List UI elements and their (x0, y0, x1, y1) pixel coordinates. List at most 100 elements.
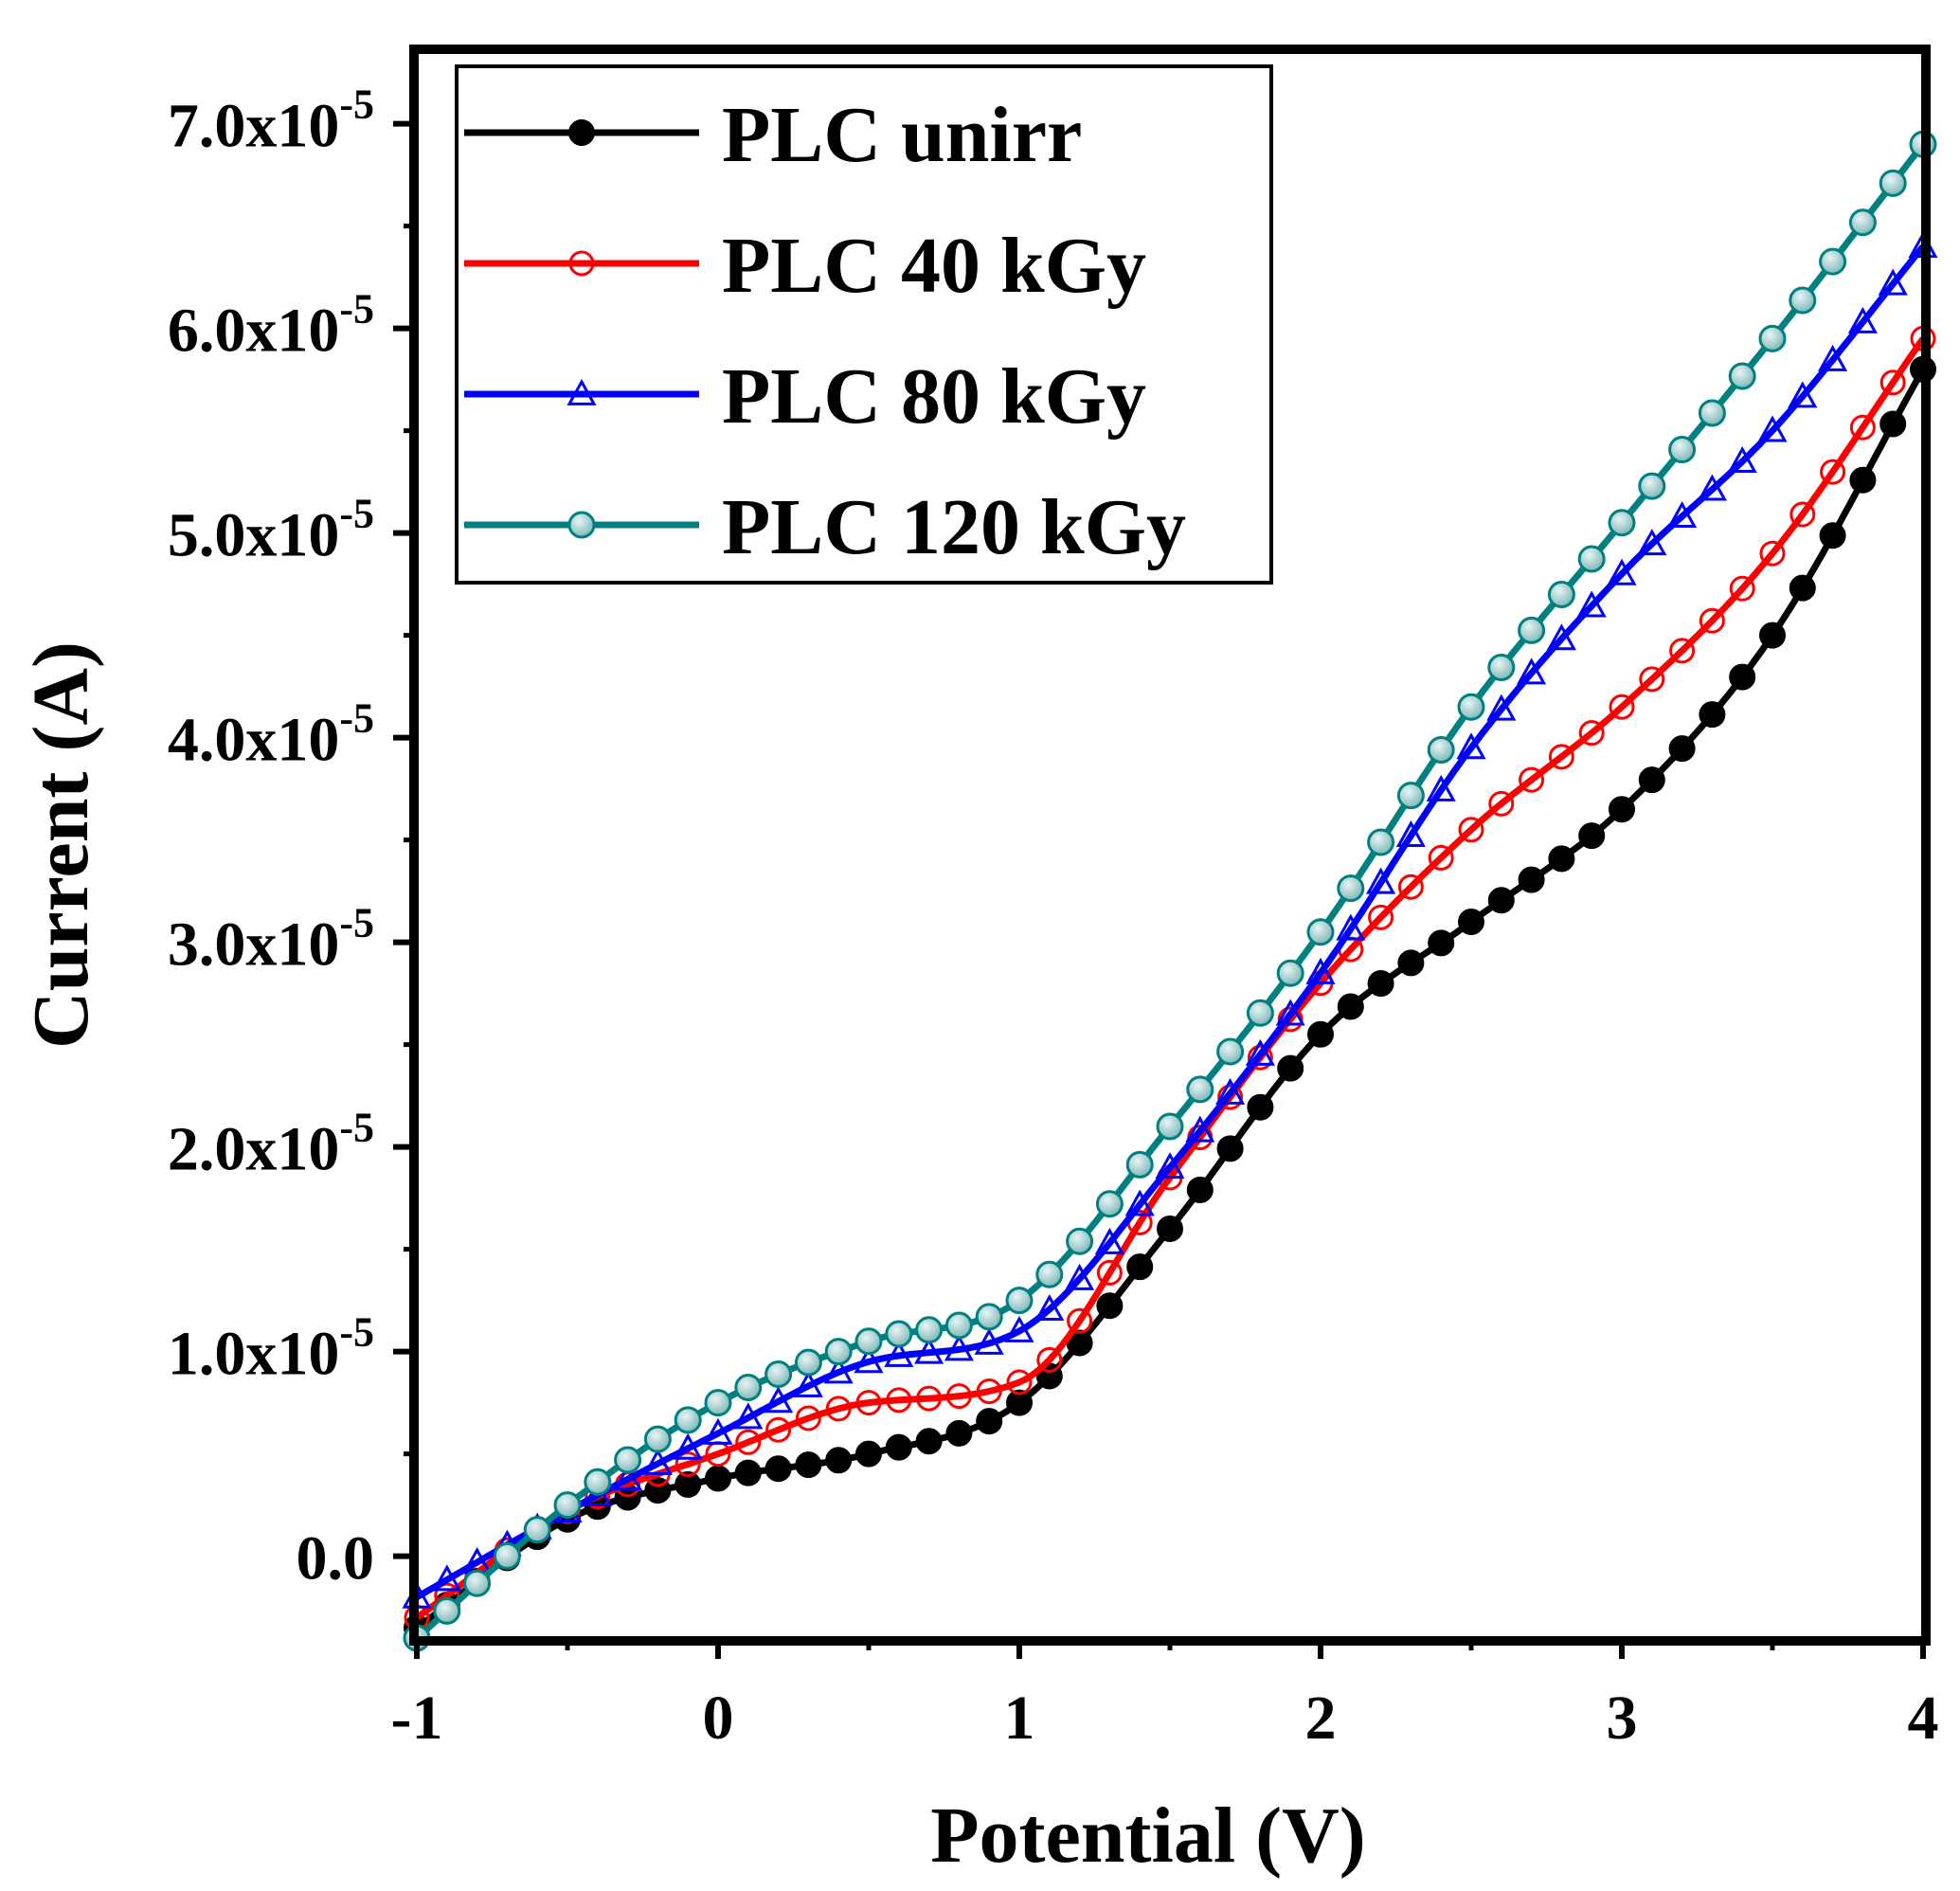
y-tick-exponent: -5 (339, 286, 374, 333)
x-axis-label: Potential (V) (930, 1792, 1366, 1880)
y-tick-label: 3.0x10-5 (168, 900, 374, 980)
data-point-plc-80-kgy (703, 1417, 733, 1445)
data-point-plc-40-kgy (1519, 766, 1545, 793)
data-point-plc-unirr (795, 1451, 822, 1479)
data-point-plc-80-kgy (642, 1448, 673, 1475)
data-point-plc-40-kgy (1006, 1369, 1033, 1396)
tick-layer: -1 0 1 2 3 40.01.0x10-52.0x10-53.0x10-54.0x10… (168, 81, 1939, 1753)
data-point-plc-120-kgy (1396, 782, 1425, 810)
data-point-plc-40-kgy (1639, 666, 1665, 693)
y-tick-mantissa: 3.0x10 (168, 910, 340, 980)
data-point-plc-80-kgy (432, 1564, 462, 1592)
data-point-plc-80-kgy (1034, 1293, 1065, 1321)
data-point-plc-unirr (1609, 796, 1635, 823)
data-point-plc-40-kgy (1578, 720, 1605, 747)
data-point-plc-unirr (1247, 1093, 1274, 1121)
data-point-plc-unirr (1277, 1054, 1304, 1082)
data-point-plc-40-kgy (886, 1387, 912, 1414)
data-point-plc-80-kgy (1818, 344, 1848, 371)
series-plc-120-kgy (403, 130, 1937, 1652)
data-point-plc-40-kgy (855, 1390, 882, 1416)
y-tick-mantissa: 0.0 (297, 1524, 375, 1594)
data-point-plc-40-kgy (1849, 414, 1876, 441)
data-point-plc-unirr (1006, 1389, 1033, 1416)
data-point-plc-120-kgy (1668, 436, 1697, 464)
data-point-plc-80-kgy (733, 1402, 764, 1430)
data-point-plc-40-kgy (1458, 817, 1484, 843)
data-point-plc-unirr (674, 1470, 702, 1498)
data-point-plc-unirr (764, 1455, 792, 1483)
data-point-plc-80-kgy (884, 1340, 914, 1367)
data-point-plc-unirr (1819, 522, 1846, 549)
data-point-plc-unirr (1487, 887, 1515, 914)
data-point-plc-120-kgy (1156, 1112, 1184, 1141)
data-point-plc-120-kgy (674, 1406, 702, 1434)
legend: PLC unirr PLC 40 kGy PLC 80 kGy PLC 120 kGy (455, 64, 1273, 585)
data-point-plc-unirr (1518, 866, 1545, 893)
data-point-plc-40-kgy (1368, 904, 1394, 930)
x-tick-label: 1 (1004, 1684, 1035, 1753)
data-point-plc-120-kgy (854, 1327, 883, 1356)
data-point-plc-120-kgy (1186, 1075, 1214, 1104)
legend-marker-plc-80-kgy (566, 378, 597, 405)
y-tick-exponent: -5 (339, 491, 374, 537)
data-point-plc-120-kgy (1035, 1260, 1064, 1288)
data-point-plc-40-kgy (1879, 369, 1906, 396)
data-point-plc-80-kgy (1215, 1077, 1246, 1105)
data-point-plc-80-kgy (1094, 1227, 1124, 1254)
data-point-plc-unirr (1578, 822, 1606, 850)
data-point-plc-unirr (976, 1408, 1003, 1435)
y-tick-exponent: -5 (339, 900, 374, 946)
data-point-plc-80-kgy (1847, 306, 1878, 333)
data-point-plc-40-kgy (674, 1450, 701, 1477)
data-point-plc-120-kgy (463, 1569, 492, 1597)
data-point-plc-80-kgy (1697, 474, 1727, 501)
y-tick-exponent: -5 (339, 1105, 374, 1151)
data-point-plc-unirr (825, 1447, 853, 1474)
x-tick-label: 2 (1305, 1684, 1337, 1753)
data-point-plc-40-kgy (1609, 693, 1635, 720)
data-point-plc-80-kgy (1546, 623, 1576, 651)
y-tick-mantissa: 1.0x10 (168, 1320, 340, 1389)
y-tick-label: 2.0x10-5 (168, 1105, 374, 1184)
data-point-plc-unirr (1126, 1253, 1154, 1281)
data-point-plc-80-kgy (1366, 867, 1396, 894)
data-point-plc-120-kgy (944, 1311, 973, 1340)
data-point-plc-unirr (1849, 466, 1877, 494)
data-point-plc-120-kgy (1728, 362, 1756, 390)
legend-marker-plc-unirr (568, 119, 595, 146)
data-point-plc-120-kgy (433, 1596, 461, 1625)
y-tick-mantissa: 7.0x10 (168, 92, 340, 161)
data-point-plc-40-kgy (1548, 744, 1574, 770)
data-point-plc-120-kgy (1457, 693, 1485, 721)
y-tick-exponent: -5 (339, 695, 374, 742)
y-tick-label: 7.0x10-5 (168, 81, 374, 161)
data-point-plc-40-kgy (945, 1383, 972, 1410)
data-point-plc-unirr (1216, 1135, 1244, 1162)
data-point-plc-120-kgy (885, 1320, 913, 1348)
data-point-plc-40-kgy (1699, 607, 1725, 634)
data-point-plc-80-kgy (1486, 693, 1517, 721)
data-point-plc-120-kgy (523, 1516, 551, 1544)
data-point-plc-120-kgy (1518, 616, 1546, 644)
x-tick-label: 4 (1908, 1684, 1939, 1753)
data-point-plc-40-kgy (1820, 459, 1846, 485)
y-tick-label: 5.0x10-5 (168, 491, 374, 570)
data-point-plc-80-kgy (1517, 657, 1547, 685)
y-tick-exponent: -5 (339, 81, 374, 128)
y-tick-mantissa: 4.0x10 (168, 706, 340, 775)
series-layer (402, 130, 1938, 1652)
data-point-plc-40-kgy (1067, 1307, 1093, 1334)
legend-label-plc-120-kgy: PLC 120 kGy (722, 483, 1186, 571)
data-point-plc-120-kgy (1246, 999, 1274, 1027)
data-point-plc-80-kgy (1456, 732, 1486, 760)
data-point-plc-40-kgy (795, 1405, 821, 1432)
data-point-plc-unirr (1337, 993, 1364, 1020)
data-point-plc-120-kgy (1005, 1287, 1034, 1315)
data-point-plc-120-kgy (794, 1348, 822, 1377)
data-point-plc-120-kgy (493, 1541, 521, 1570)
data-point-plc-120-kgy (1758, 324, 1787, 352)
data-point-plc-40-kgy (1759, 540, 1786, 567)
x-tick-label: -1 (391, 1684, 443, 1753)
data-point-plc-120-kgy (553, 1491, 582, 1520)
